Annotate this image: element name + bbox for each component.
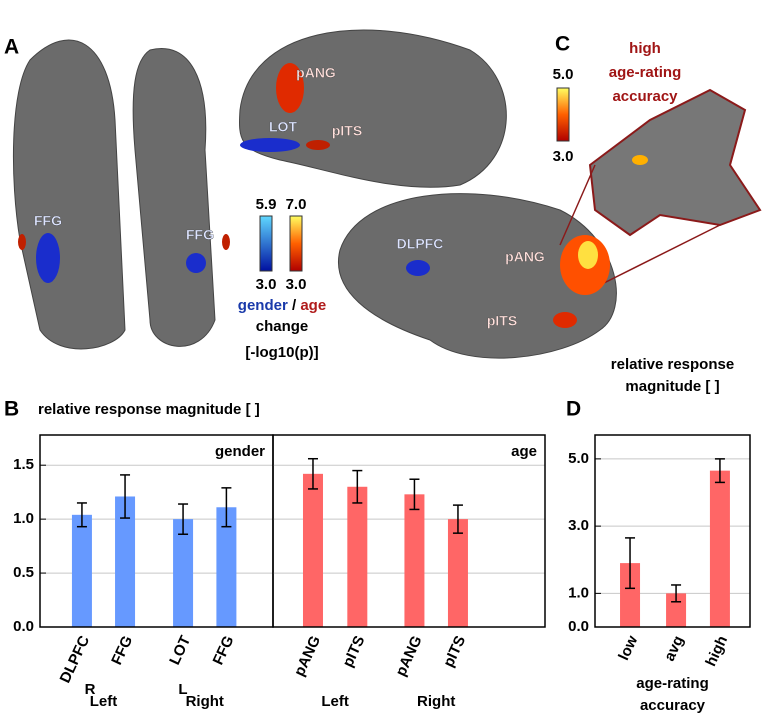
chart-title: relative response magnitude [ ]	[38, 401, 260, 418]
bar	[709, 470, 730, 627]
x-tick-label: FFG	[108, 633, 136, 667]
hemisphere-label: R	[85, 681, 96, 698]
region-label: pITS	[332, 123, 362, 139]
x-tick-label: pITS	[440, 633, 469, 670]
legend-age: age	[300, 297, 326, 314]
x-tick-label: pITS	[339, 633, 368, 670]
x-axis-label: age-rating	[636, 675, 709, 692]
y-tick-label: 5.0	[568, 450, 589, 467]
region-label: FFG	[34, 213, 62, 229]
y-tick-label: 1.5	[13, 456, 34, 473]
brain-images	[12, 29, 762, 359]
legend-separator: /	[292, 297, 297, 314]
legend-change: change	[256, 318, 309, 335]
x-tick-label: DLPFC	[57, 633, 94, 686]
colorbar-min: 3.0	[286, 276, 307, 293]
x-tick-label: high	[702, 633, 731, 669]
bar	[216, 507, 237, 627]
chart-title: magnitude [ ]	[625, 378, 719, 395]
x-tick-label: low	[615, 633, 641, 663]
x-tick-label: FFG	[210, 633, 238, 667]
hemisphere-label: L	[178, 681, 187, 698]
bar	[347, 486, 368, 627]
legend-unit: [-log10(p)]	[245, 344, 318, 361]
legend-gender: gender	[238, 297, 288, 314]
colorbar-inset	[556, 87, 570, 142]
bar	[404, 494, 425, 627]
bar	[302, 473, 323, 627]
colorbar-min: 3.0	[553, 148, 574, 165]
region-label: pANG	[505, 249, 545, 265]
bar	[71, 514, 92, 627]
chart-title: relative response	[611, 356, 734, 373]
colorbar-age	[289, 215, 303, 272]
region-label: DLPFC	[397, 236, 444, 252]
inset-title: high	[629, 40, 661, 57]
panel-tag: gender	[215, 443, 265, 460]
group-label: Right	[417, 693, 455, 710]
region-label: LOT	[269, 119, 297, 135]
y-tick-label: 3.0	[568, 517, 589, 534]
colorbar-max: 5.9	[256, 196, 277, 213]
panel-label: B	[4, 398, 19, 421]
y-tick-label: 1.0	[13, 510, 34, 527]
panel-label: C	[555, 33, 570, 56]
plot-frame	[272, 434, 546, 628]
bar	[173, 519, 194, 627]
colorbar-gender	[259, 215, 273, 272]
inset-title: accuracy	[612, 88, 678, 105]
panel-label: D	[566, 398, 581, 421]
legend-text: gender / age	[238, 297, 326, 314]
panel-label: A	[4, 36, 19, 59]
group-label: Left	[90, 693, 118, 710]
colorbar-max: 7.0	[286, 196, 307, 213]
colorbar-max: 5.0	[553, 66, 574, 83]
bar	[620, 563, 641, 627]
region-label: FFG	[186, 227, 214, 243]
group-label: Right	[186, 693, 224, 710]
x-tick-label: pANG	[291, 633, 324, 679]
colorbar-min: 3.0	[256, 276, 277, 293]
group-label: Left	[321, 693, 349, 710]
x-tick-label: avg	[661, 633, 687, 664]
bar	[447, 519, 468, 627]
x-axis-label: accuracy	[640, 697, 706, 714]
x-tick-label: LOT	[166, 633, 194, 667]
y-tick-label: 0.5	[13, 564, 34, 581]
bar	[115, 496, 136, 627]
y-tick-label: 0.0	[568, 618, 589, 635]
region-label: pANG	[296, 65, 336, 81]
region-label: pITS	[487, 313, 517, 329]
x-tick-label: pANG	[392, 633, 425, 679]
inset-title: age-rating	[609, 64, 682, 81]
y-tick-label: 0.0	[13, 618, 34, 635]
plot-frame	[594, 434, 751, 628]
panel-tag: age	[511, 443, 537, 460]
y-tick-label: 1.0	[568, 584, 589, 601]
